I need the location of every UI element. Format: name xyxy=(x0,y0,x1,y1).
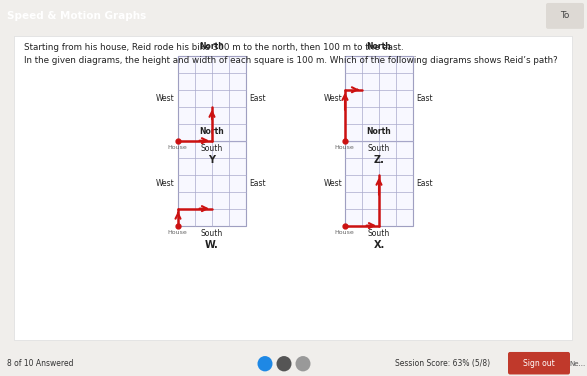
Text: North: North xyxy=(367,42,392,51)
FancyBboxPatch shape xyxy=(546,3,584,29)
Text: House: House xyxy=(334,230,354,235)
Text: East: East xyxy=(416,94,433,103)
Text: Z.: Z. xyxy=(373,155,384,165)
Text: W.: W. xyxy=(205,240,219,250)
Text: North: North xyxy=(367,127,392,136)
Circle shape xyxy=(295,356,311,371)
FancyBboxPatch shape xyxy=(14,36,572,340)
Text: X.: X. xyxy=(373,240,384,250)
FancyBboxPatch shape xyxy=(508,352,570,374)
Bar xyxy=(178,56,246,141)
Text: West: West xyxy=(323,179,342,188)
Bar xyxy=(178,141,246,226)
Text: South: South xyxy=(201,144,223,153)
Text: Speed & Motion Graphs: Speed & Motion Graphs xyxy=(7,11,146,21)
Circle shape xyxy=(258,356,272,371)
Text: House: House xyxy=(167,145,187,150)
Text: North: North xyxy=(200,127,224,136)
Bar xyxy=(345,56,413,141)
Text: Sign out: Sign out xyxy=(523,359,555,368)
Text: Y: Y xyxy=(208,155,215,165)
Circle shape xyxy=(276,356,292,371)
Text: 8 of 10 Answered: 8 of 10 Answered xyxy=(7,359,73,368)
Text: Session Score: 63% (5/8): Session Score: 63% (5/8) xyxy=(395,359,490,368)
Bar xyxy=(345,141,413,226)
Text: South: South xyxy=(368,229,390,238)
Text: East: East xyxy=(416,179,433,188)
Text: In the given diagrams, the height and width of each square is 100 m. Which of th: In the given diagrams, the height and wi… xyxy=(24,56,558,65)
Text: West: West xyxy=(156,179,175,188)
Text: South: South xyxy=(201,229,223,238)
Text: West: West xyxy=(323,94,342,103)
Text: To: To xyxy=(561,11,570,20)
Text: East: East xyxy=(249,94,266,103)
Text: House: House xyxy=(167,230,187,235)
Text: West: West xyxy=(156,94,175,103)
Text: East: East xyxy=(249,179,266,188)
Text: House: House xyxy=(334,145,354,150)
Text: Ne...: Ne... xyxy=(570,361,586,367)
Text: South: South xyxy=(368,144,390,153)
Text: Starting from his house, Reid rode his bike 300 m to the north, then 100 m to th: Starting from his house, Reid rode his b… xyxy=(24,43,404,52)
Text: North: North xyxy=(200,42,224,51)
